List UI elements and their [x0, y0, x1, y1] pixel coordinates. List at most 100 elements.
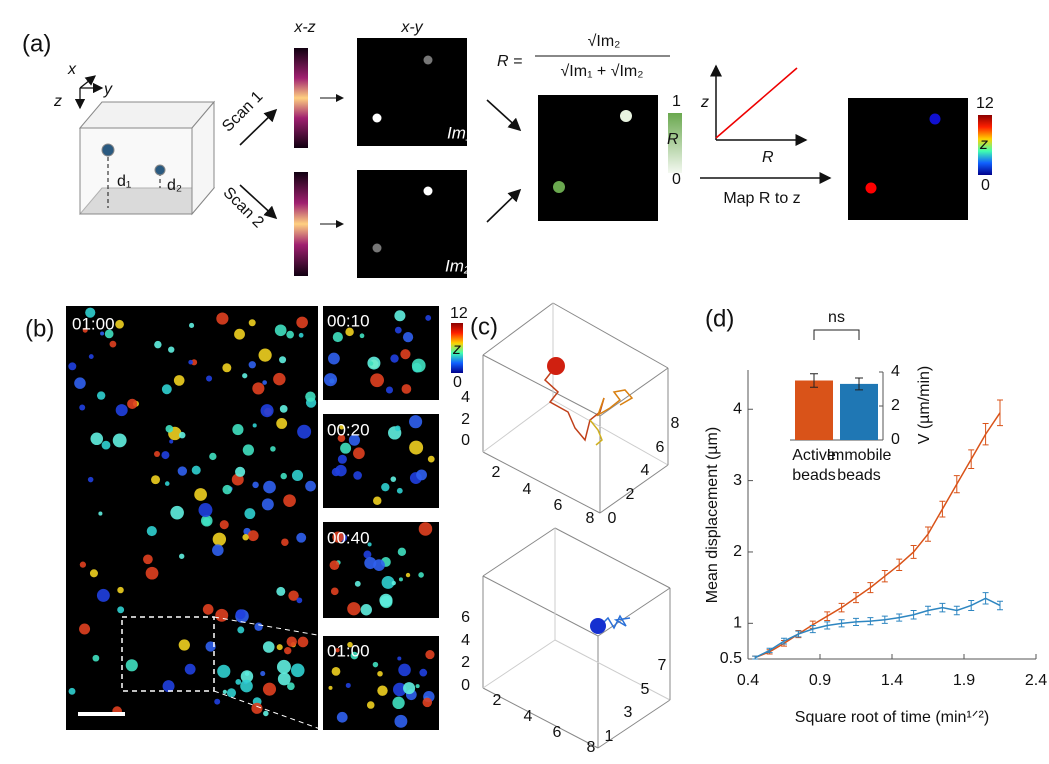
bead	[372, 661, 379, 668]
mapping-line	[715, 67, 798, 139]
bead	[401, 384, 412, 394]
bead	[169, 439, 174, 444]
bead	[347, 602, 361, 616]
bead	[368, 361, 374, 366]
map-label: Map R to z	[723, 190, 800, 207]
bead	[276, 644, 283, 651]
error-bar	[881, 615, 888, 624]
box-edge	[597, 587, 671, 637]
colorbar-label: 0	[453, 374, 462, 391]
bead	[283, 494, 296, 507]
bead	[262, 380, 267, 385]
y-axis-title: Mean displacement (µm)	[704, 427, 721, 603]
bead	[146, 525, 157, 537]
depth-label: d₁	[117, 173, 131, 190]
bead	[188, 359, 193, 365]
timestamp: 01:00	[72, 314, 115, 333]
bead	[620, 110, 632, 122]
error-bar	[939, 602, 946, 613]
error-bar	[910, 545, 917, 559]
bead	[336, 711, 348, 723]
timestamp: 00:40	[327, 528, 370, 547]
bead	[339, 425, 345, 430]
y-tick-label: 2	[733, 543, 742, 560]
x-tick-label: 1.4	[881, 672, 903, 689]
x-tick-label: 2.4	[1025, 672, 1047, 689]
box-edge	[599, 367, 669, 417]
bead	[394, 425, 401, 432]
bead	[247, 530, 259, 542]
bead	[262, 682, 277, 696]
bead	[242, 534, 249, 541]
y-tick-label: 3	[733, 472, 742, 489]
bead	[372, 113, 382, 123]
bead	[260, 404, 274, 418]
bead	[394, 326, 402, 334]
bead	[125, 659, 138, 672]
box-edge	[482, 354, 601, 417]
tick-label: 2	[461, 411, 470, 428]
bead	[252, 382, 265, 395]
bead	[242, 444, 255, 456]
timestamp: 00:10	[327, 311, 370, 330]
image-label: Im₁	[447, 123, 471, 142]
y-tick-label: 0	[891, 431, 900, 448]
formula: R =	[497, 53, 522, 70]
bead	[145, 566, 159, 580]
bead	[354, 580, 361, 587]
error-bar	[925, 605, 931, 616]
arrow	[239, 184, 278, 220]
tick-label: 0	[608, 510, 617, 527]
error-bar	[997, 399, 1003, 427]
tick-label: 2	[626, 486, 635, 503]
bead	[353, 471, 362, 480]
axis-label: R	[762, 149, 774, 166]
tick-label: 6	[554, 497, 563, 514]
error-bar	[953, 475, 960, 494]
bead	[161, 451, 170, 460]
colorbar-label: 0	[672, 171, 681, 188]
bead	[422, 697, 433, 708]
bead	[164, 481, 170, 486]
bead	[100, 331, 105, 336]
error-bar	[824, 621, 831, 630]
error-bar	[925, 526, 931, 542]
bead	[329, 560, 340, 571]
arrow	[486, 188, 522, 223]
bead	[331, 667, 341, 676]
tick-label: 4	[461, 389, 470, 406]
scale-bar	[78, 712, 125, 716]
x-tick-label: 0.9	[809, 672, 831, 689]
colorbar	[451, 323, 463, 373]
box-edge	[482, 687, 599, 749]
tick-label: 3	[624, 704, 633, 721]
bead	[405, 572, 411, 578]
tick-label: 4	[461, 632, 470, 649]
bead	[385, 386, 394, 394]
tick-label: 2	[461, 654, 470, 671]
error-bar	[997, 600, 1003, 611]
bead	[262, 641, 275, 653]
bead	[377, 685, 388, 696]
bead	[337, 454, 347, 464]
bead	[178, 431, 186, 439]
bead	[296, 316, 308, 329]
depth-label: d₂	[167, 177, 182, 194]
bead	[194, 488, 207, 501]
bead	[251, 702, 263, 714]
panel-label: (d)	[705, 305, 734, 332]
error-bar	[982, 592, 989, 605]
bead	[248, 319, 256, 327]
significance-bracket	[813, 329, 860, 340]
bead	[370, 373, 384, 388]
timestamp: 01:00	[327, 641, 370, 660]
error-bar	[752, 655, 759, 660]
bead	[263, 480, 276, 494]
bead	[392, 682, 407, 697]
colorbar-label: 12	[976, 95, 994, 112]
z-image	[848, 98, 968, 220]
bead	[215, 608, 229, 622]
tick-label: 6	[461, 609, 470, 626]
formula: √Im₂	[588, 33, 621, 50]
